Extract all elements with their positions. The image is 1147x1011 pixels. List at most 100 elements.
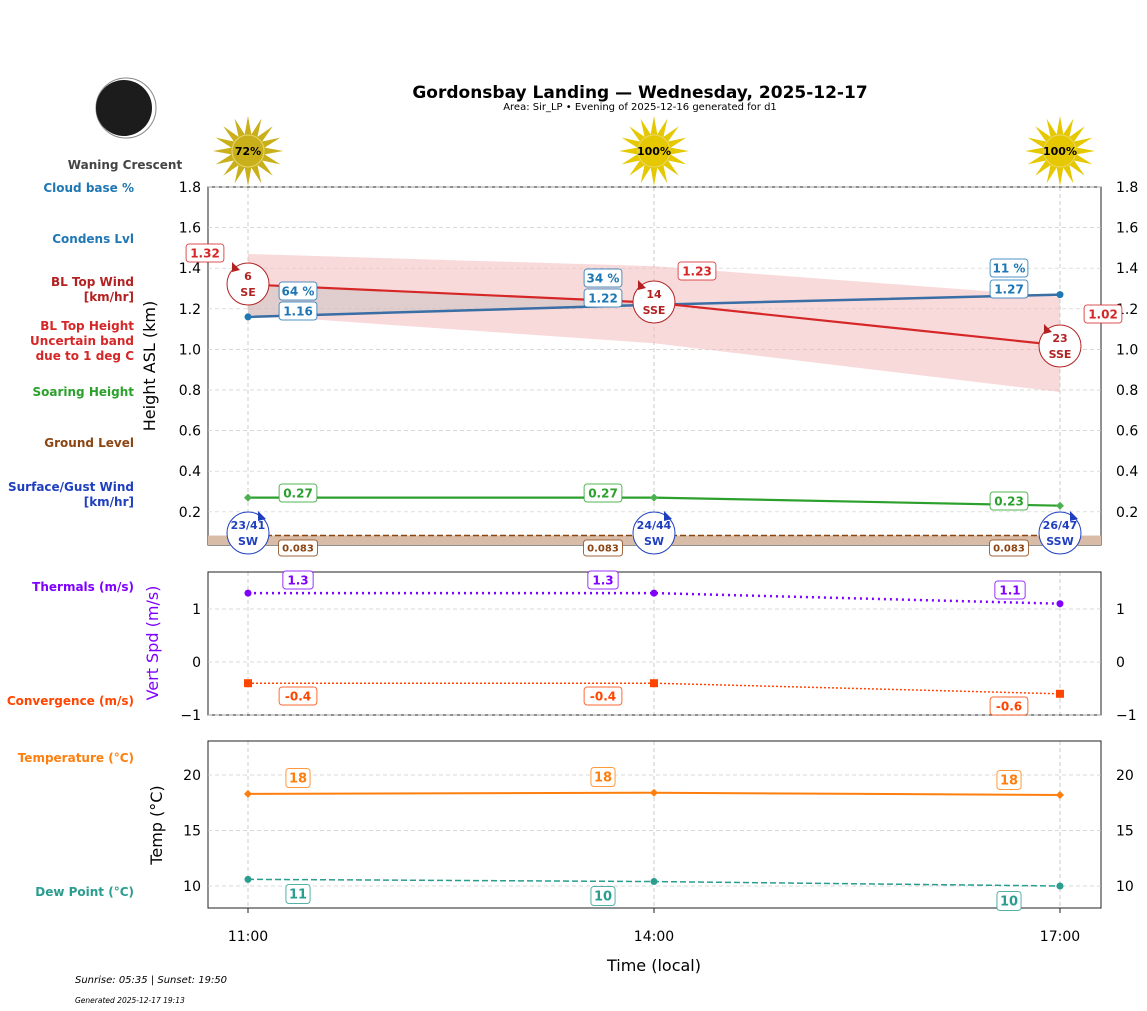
x-axis-label: Time (local) — [606, 956, 701, 975]
moon-phase-label: Waning Crescent — [67, 158, 183, 172]
cloud-base-pct-label: 11 % — [993, 261, 1026, 275]
dew-point-label-box — [285, 884, 311, 904]
main-ytick-left: 0.8 — [179, 383, 201, 399]
bl-top-label-box — [1083, 304, 1123, 324]
convergence-label-box — [583, 686, 623, 706]
main-ytick-left: 1.2 — [179, 302, 201, 318]
cloud-fill — [248, 284, 654, 317]
main-ytick-right: 0.8 — [1116, 383, 1138, 399]
vert-ytick-right: 0 — [1116, 655, 1125, 671]
soaring-point — [1055, 501, 1064, 510]
thermals-point — [244, 589, 252, 597]
ground-label: 0.083 — [282, 544, 314, 555]
thermals-label-box — [994, 580, 1026, 600]
side-label-surface-wind: Surface/Gust Wind — [8, 480, 134, 494]
bl-wind-circle — [226, 262, 270, 306]
dew-point-point — [244, 875, 252, 883]
temperature-label: 18 — [1000, 774, 1018, 789]
ground-label: 0.083 — [587, 544, 619, 555]
bl-top-label-box — [185, 243, 225, 263]
vert-ytick-left: 0 — [192, 655, 201, 671]
bl-wind-circle — [632, 280, 676, 324]
main-ytick-left: 0.6 — [179, 424, 201, 440]
soaring-label: 0.27 — [283, 486, 313, 500]
side-label-thermals: Thermals (m/s) — [32, 580, 134, 594]
convergence-point — [1055, 689, 1064, 698]
vert-ytick-right: −1 — [1116, 708, 1137, 724]
temperature-label-box — [996, 770, 1022, 790]
temp-ytick-left: 20 — [183, 768, 201, 784]
temp-ytick-right: 10 — [1116, 879, 1134, 895]
surface-wind-speed: 23/41 — [231, 519, 266, 532]
x-tick-label: 17:00 — [1040, 929, 1080, 945]
condens-label-box — [989, 279, 1029, 299]
temp-ytick-right: 15 — [1116, 824, 1134, 840]
side-label-bl-wind: BL Top Wind — [51, 275, 134, 289]
thermals-label: 1.1 — [999, 583, 1020, 597]
temperature-point — [1055, 790, 1064, 799]
condens-label-box — [583, 288, 623, 308]
side-label-bl-height: due to 1 deg C — [36, 349, 135, 363]
main-ytick-left: 1.0 — [179, 342, 201, 358]
vert-ytick-left: −1 — [180, 708, 201, 724]
temp-frame — [207, 740, 1102, 909]
surface-wind-arrow-icon — [1070, 511, 1078, 521]
temperature-label-box — [590, 767, 616, 787]
sun-icon-disc — [1043, 134, 1077, 168]
bl-top-label-box — [677, 261, 717, 281]
surface-wind-speed: 24/44 — [637, 519, 672, 532]
cloud-base-pct-label: 64 % — [282, 284, 315, 298]
vert-ylabel: Vert Spd (m/s) — [143, 586, 162, 701]
main-ytick-right: 0.2 — [1116, 505, 1138, 521]
bl-wind-speed: 6 — [244, 270, 252, 283]
main-ytick-right: 1.4 — [1116, 261, 1138, 277]
cloud-base-pct-label-box — [989, 258, 1029, 278]
surface-wind-arrow-icon — [258, 511, 266, 521]
sun-times: Sunrise: 05:35 | Sunset: 19:50 — [75, 975, 228, 986]
temp-ytick-right: 20 — [1116, 768, 1134, 784]
temperature-label: 18 — [594, 771, 612, 786]
chart-subtitle: Area: Sir_LP • Evening of 2025-12-16 gen… — [503, 102, 777, 113]
main-ytick-left: 1.6 — [179, 221, 201, 237]
condens-label: 1.16 — [283, 304, 313, 318]
main-ytick-right: 0.6 — [1116, 424, 1138, 440]
generated-time: Generated 2025-12-17 19:13 — [75, 996, 185, 1005]
convergence-point — [649, 679, 658, 688]
side-label-bl-wind: [km/hr] — [84, 290, 134, 304]
soaring-label-box — [278, 483, 318, 503]
sun-cover-label: 72% — [235, 145, 261, 158]
condens-point — [1056, 291, 1064, 299]
temp-ytick-left: 10 — [183, 879, 201, 895]
soaring-label: 0.27 — [588, 486, 618, 500]
vert-ytick-left: 1 — [192, 602, 201, 618]
sun-icon-disc — [637, 134, 671, 168]
sun-cover-label: 100% — [1043, 145, 1077, 158]
side-label-surface-wind: [km/hr] — [84, 495, 134, 509]
main-ytick-right: 1.8 — [1116, 180, 1138, 196]
main-ytick-right: 1.0 — [1116, 342, 1138, 358]
convergence-label: -0.6 — [996, 699, 1022, 713]
condens-label-box — [278, 301, 318, 321]
side-label-soaring: Soaring Height — [33, 385, 135, 399]
bl-top-label: 1.23 — [682, 264, 712, 278]
side-label-cloud-base: Cloud base % — [43, 181, 134, 195]
dew-point-label-box — [996, 891, 1022, 911]
side-label-condens: Condens Lvl — [52, 232, 134, 246]
soaring-point — [649, 493, 658, 502]
side-label-dew-point: Dew Point (°C) — [35, 885, 134, 899]
convergence-point — [244, 679, 252, 688]
condens-label: 1.27 — [994, 282, 1024, 296]
surface-wind-direction: SSW — [1046, 535, 1073, 548]
temperature-point — [649, 788, 658, 797]
temperature-label-box — [285, 768, 311, 788]
cloud-base-pct-label-box — [278, 281, 318, 301]
cloud-base-pct-label-box — [583, 268, 623, 288]
vert-frame — [207, 571, 1102, 716]
condens-point — [244, 313, 252, 321]
condens-label: 1.22 — [588, 291, 618, 305]
thermals-point — [650, 589, 658, 597]
bl-wind-speed: 23 — [1052, 332, 1067, 345]
thermals-point — [1056, 600, 1064, 608]
bl-wind-direction: SE — [240, 286, 255, 299]
